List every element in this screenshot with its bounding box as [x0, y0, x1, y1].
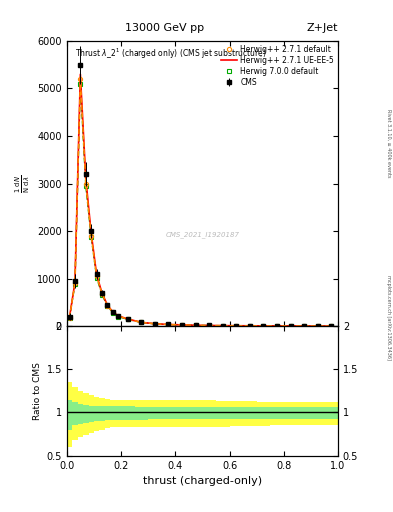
Herwig++ 2.7.1 UE-EE-5: [248, 323, 252, 329]
Herwig++ 2.7.1 default: [125, 316, 130, 322]
Herwig++ 2.7.1 default: [100, 291, 105, 297]
Herwig 7.0.0 default: [105, 303, 110, 309]
Herwig++ 2.7.1 default: [67, 314, 72, 321]
Herwig++ 2.7.1 UE-EE-5: [125, 316, 130, 322]
X-axis label: thrust (charged-only): thrust (charged-only): [143, 476, 262, 486]
Herwig 7.0.0 default: [234, 323, 239, 329]
Herwig++ 2.7.1 default: [220, 323, 225, 329]
Herwig++ 2.7.1 default: [248, 323, 252, 329]
Herwig++ 2.7.1 default: [89, 233, 94, 239]
Herwig++ 2.7.1 UE-EE-5: [193, 322, 198, 328]
Herwig++ 2.7.1 UE-EE-5: [152, 321, 157, 327]
Line: Herwig++ 2.7.1 UE-EE-5: Herwig++ 2.7.1 UE-EE-5: [70, 74, 331, 326]
Herwig 7.0.0 default: [67, 315, 72, 321]
Herwig++ 2.7.1 UE-EE-5: [315, 323, 320, 329]
Herwig++ 2.7.1 UE-EE-5: [89, 230, 94, 237]
Herwig++ 2.7.1 UE-EE-5: [78, 71, 83, 77]
Herwig 7.0.0 default: [78, 81, 83, 87]
Herwig 7.0.0 default: [207, 323, 211, 329]
Herwig++ 2.7.1 default: [73, 280, 77, 286]
Herwig++ 2.7.1 default: [180, 322, 184, 328]
Herwig++ 2.7.1 default: [83, 180, 88, 186]
Herwig 7.0.0 default: [110, 310, 115, 316]
Herwig 7.0.0 default: [152, 321, 157, 327]
Herwig 7.0.0 default: [180, 322, 184, 328]
Herwig 7.0.0 default: [261, 323, 266, 329]
Herwig++ 2.7.1 default: [288, 323, 293, 329]
Herwig++ 2.7.1 default: [193, 322, 198, 328]
Herwig++ 2.7.1 default: [261, 323, 266, 329]
Text: Rivet 3.1.10, ≥ 400k events: Rivet 3.1.10, ≥ 400k events: [386, 109, 391, 178]
Herwig 7.0.0 default: [116, 313, 121, 319]
Herwig++ 2.7.1 UE-EE-5: [116, 313, 121, 319]
Herwig++ 2.7.1 default: [275, 323, 279, 329]
Herwig 7.0.0 default: [248, 323, 252, 329]
Herwig++ 2.7.1 default: [329, 323, 334, 329]
Y-axis label: Ratio to CMS: Ratio to CMS: [33, 362, 42, 420]
Text: 13000 GeV pp: 13000 GeV pp: [125, 23, 205, 33]
Herwig 7.0.0 default: [83, 183, 88, 189]
Herwig++ 2.7.1 default: [315, 323, 320, 329]
Herwig++ 2.7.1 UE-EE-5: [166, 322, 171, 328]
Herwig++ 2.7.1 UE-EE-5: [302, 323, 307, 329]
Herwig++ 2.7.1 UE-EE-5: [275, 323, 279, 329]
Herwig 7.0.0 default: [166, 322, 171, 328]
Herwig++ 2.7.1 UE-EE-5: [139, 319, 144, 326]
Herwig 7.0.0 default: [125, 316, 130, 323]
Herwig 7.0.0 default: [275, 323, 279, 329]
Herwig++ 2.7.1 default: [234, 323, 239, 329]
Herwig++ 2.7.1 UE-EE-5: [94, 272, 99, 278]
Herwig++ 2.7.1 default: [105, 303, 110, 309]
Herwig++ 2.7.1 UE-EE-5: [73, 279, 77, 285]
Herwig++ 2.7.1 default: [78, 76, 83, 82]
Text: mcplots.cern.ch [arXiv:1306.3436]: mcplots.cern.ch [arXiv:1306.3436]: [386, 275, 391, 360]
Herwig 7.0.0 default: [73, 281, 77, 287]
Herwig 7.0.0 default: [329, 323, 334, 329]
Herwig++ 2.7.1 UE-EE-5: [105, 302, 110, 308]
Text: Z+Jet: Z+Jet: [307, 23, 338, 33]
Text: Thrust $\lambda\_2^1$ (charged only) (CMS jet substructure): Thrust $\lambda\_2^1$ (charged only) (CM…: [75, 47, 266, 61]
Herwig++ 2.7.1 UE-EE-5: [207, 323, 211, 329]
Herwig++ 2.7.1 UE-EE-5: [234, 323, 239, 329]
Line: Herwig++ 2.7.1 default: Herwig++ 2.7.1 default: [68, 77, 333, 328]
Herwig 7.0.0 default: [139, 319, 144, 326]
Herwig++ 2.7.1 UE-EE-5: [83, 176, 88, 182]
Herwig++ 2.7.1 UE-EE-5: [100, 290, 105, 296]
Legend: Herwig++ 2.7.1 default, Herwig++ 2.7.1 UE-EE-5, Herwig 7.0.0 default, CMS: Herwig++ 2.7.1 default, Herwig++ 2.7.1 U…: [219, 43, 336, 88]
Herwig++ 2.7.1 UE-EE-5: [329, 323, 334, 329]
Herwig++ 2.7.1 UE-EE-5: [180, 322, 184, 328]
Herwig++ 2.7.1 UE-EE-5: [110, 309, 115, 315]
Herwig 7.0.0 default: [288, 323, 293, 329]
Herwig++ 2.7.1 UE-EE-5: [67, 314, 72, 320]
Herwig++ 2.7.1 default: [110, 309, 115, 315]
Text: CMS_2021_I1920187: CMS_2021_I1920187: [165, 231, 239, 238]
Herwig++ 2.7.1 default: [152, 321, 157, 327]
Herwig++ 2.7.1 default: [166, 322, 171, 328]
Herwig 7.0.0 default: [315, 323, 320, 329]
Herwig++ 2.7.1 UE-EE-5: [261, 323, 266, 329]
Herwig 7.0.0 default: [89, 234, 94, 240]
Herwig++ 2.7.1 default: [139, 319, 144, 326]
Herwig++ 2.7.1 default: [207, 323, 211, 329]
Herwig 7.0.0 default: [193, 322, 198, 328]
Y-axis label: $\frac{1}{\mathrm{N}}\frac{\mathrm{d}\,N}{\mathrm{d}\,\lambda}$: $\frac{1}{\mathrm{N}}\frac{\mathrm{d}\,N…: [13, 174, 32, 193]
Herwig 7.0.0 default: [302, 323, 307, 329]
Line: Herwig 7.0.0 default: Herwig 7.0.0 default: [68, 81, 333, 328]
Herwig++ 2.7.1 default: [94, 273, 99, 279]
Herwig++ 2.7.1 default: [116, 313, 121, 319]
Herwig++ 2.7.1 UE-EE-5: [288, 323, 293, 329]
Herwig 7.0.0 default: [100, 292, 105, 298]
Herwig++ 2.7.1 UE-EE-5: [220, 323, 225, 329]
Herwig++ 2.7.1 default: [302, 323, 307, 329]
Herwig 7.0.0 default: [220, 323, 225, 329]
Herwig 7.0.0 default: [94, 274, 99, 281]
